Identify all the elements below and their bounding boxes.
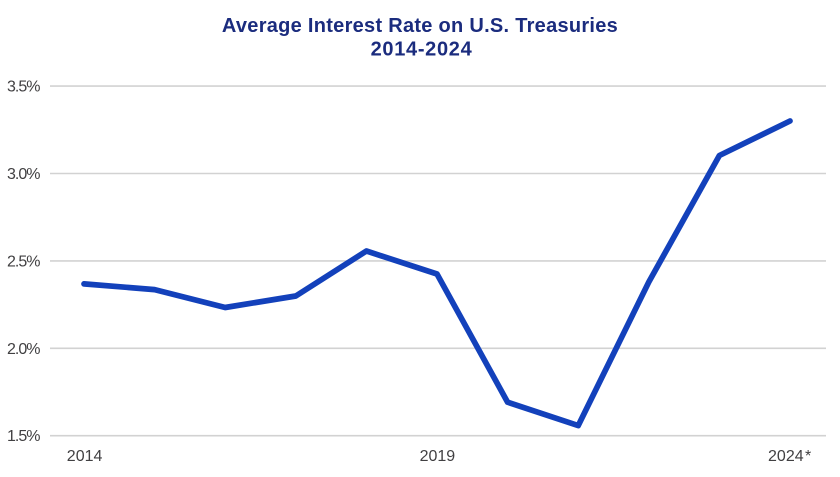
svg-text:2.0%: 2.0% [7, 341, 40, 358]
svg-text:1.5%: 1.5% [7, 428, 40, 445]
svg-text:3.5%: 3.5% [7, 79, 40, 96]
svg-text:2019: 2019 [420, 448, 456, 465]
svg-text:Average Interest Rate on U.S.: Average Interest Rate on U.S. Treasuries [222, 15, 618, 37]
svg-text:2014: 2014 [67, 448, 103, 465]
svg-text:2.5%: 2.5% [7, 253, 40, 270]
svg-text:2024 *: 2024 * [768, 448, 811, 465]
svg-text:3.0%: 3.0% [7, 166, 40, 183]
svg-text:2014-2024: 2014-2024 [371, 38, 473, 60]
